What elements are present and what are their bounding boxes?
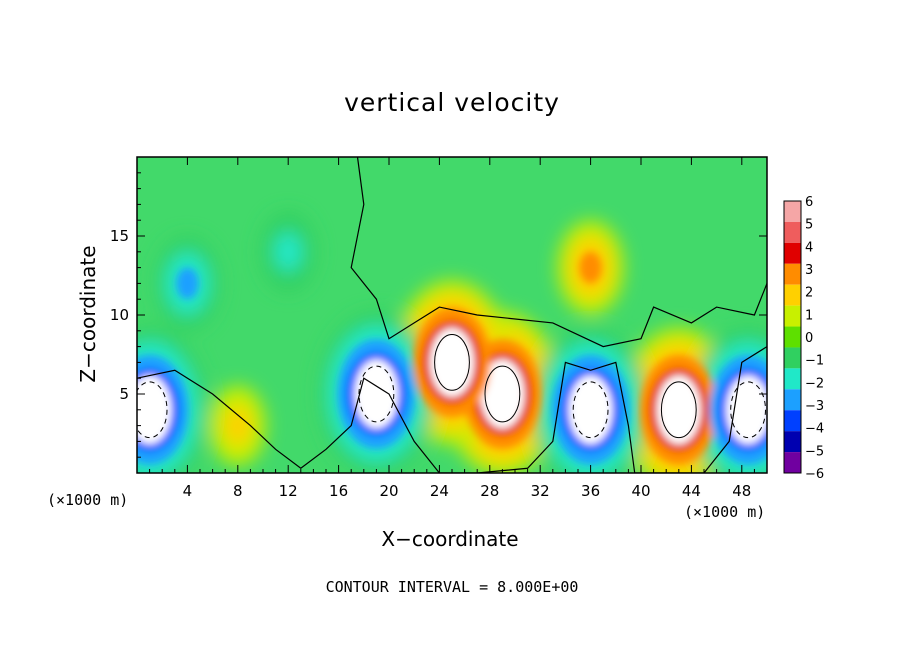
velocity-cell-9-level-3	[579, 251, 602, 284]
x-tick-label: 36	[581, 482, 600, 500]
colorbar-swatch	[784, 326, 801, 348]
velocity-core-2	[429, 327, 475, 397]
colorbar-label: −2	[805, 376, 824, 391]
zero-contour-upper	[350, 157, 767, 348]
y-axis-label: Z−coordinate	[76, 245, 100, 383]
x-unit-label-right: (×1000 m)	[684, 503, 766, 521]
zero-contour	[137, 346, 767, 473]
x-tick-label: 28	[480, 482, 499, 500]
y-tick-label: 5	[119, 385, 129, 403]
colorbar-swatch	[784, 368, 801, 390]
x-axis-label: X−coordinate	[381, 527, 519, 551]
colorbar-label: 1	[805, 308, 813, 323]
plot-area	[137, 157, 767, 473]
x-tick-label: 20	[379, 482, 398, 500]
velocity-cell-10-level-2	[223, 405, 252, 446]
y-axis-ticks: 5 10 15	[110, 172, 767, 458]
contour-interval-note: CONTOUR INTERVAL = 8.000E+00	[325, 578, 579, 596]
colorbar-swatch	[784, 201, 801, 222]
colorbar-label: 0	[805, 331, 813, 346]
x-tick-label: 16	[329, 482, 348, 500]
colorbar-swatch	[784, 347, 801, 369]
velocity-cell-7-level-3	[176, 267, 199, 300]
velocity-core-1	[656, 375, 701, 445]
colorbar-swatch	[784, 242, 801, 264]
colorbar-swatch	[784, 263, 801, 285]
contour-core-4	[358, 365, 395, 423]
velocity-field	[137, 211, 767, 473]
velocity-core-5	[137, 375, 172, 445]
colorbar-swatch	[784, 305, 801, 327]
velocity-cell-8-level-2	[274, 231, 303, 272]
colorbar-label: −6	[805, 467, 824, 482]
x-tick-label: 24	[430, 482, 449, 500]
contour-lines	[137, 157, 767, 473]
colorbar-swatch	[784, 452, 801, 473]
y-tick-label: 15	[110, 227, 129, 245]
velocity-core-3	[568, 375, 613, 445]
colorbar-label: 3	[805, 263, 813, 278]
velocity-core-6	[726, 375, 767, 445]
chart-title: vertical velocity	[344, 88, 560, 117]
colorbar-label: 2	[805, 286, 813, 301]
colorbar-label: −5	[805, 444, 824, 459]
colorbar-label: 6	[805, 195, 813, 210]
colorbar-label: −1	[805, 354, 824, 369]
x-tick-label: 8	[233, 482, 243, 500]
colorbar-label: 5	[805, 218, 813, 233]
x-tick-label: 48	[732, 482, 751, 500]
contour-core-2	[434, 334, 470, 391]
colorbar: 6 5 4 3 2 1 0 −1 −2 −3 −4 −5 −6	[783, 195, 824, 482]
velocity-core-0	[480, 359, 525, 429]
colorbar-swatch	[784, 431, 801, 453]
contour-core-3	[572, 381, 609, 439]
x-tick-label: 40	[631, 482, 650, 500]
colorbar-label: 4	[805, 240, 813, 255]
x-unit-label-left: (×1000 m)	[47, 491, 129, 509]
x-tick-label: 32	[531, 482, 550, 500]
colorbar-label: −3	[805, 399, 824, 414]
colorbar-swatch	[784, 221, 801, 243]
x-axis-ticks: 4 8 12 16 20 24 28 32 36 40 44 48	[149, 157, 755, 500]
contour-core-0	[484, 365, 521, 423]
colorbar-swatch	[784, 410, 801, 432]
contour-core-1	[660, 381, 697, 439]
colorbar-frame	[783, 200, 802, 474]
x-tick-label: 12	[279, 482, 298, 500]
colorbar-label: −4	[805, 422, 824, 437]
colorbar-swatch	[784, 389, 801, 411]
contour-core-6	[730, 381, 766, 439]
velocity-core-4	[354, 359, 399, 429]
x-tick-label: 4	[183, 482, 193, 500]
y-tick-label: 10	[110, 306, 129, 324]
colorbar-swatch	[784, 284, 801, 306]
x-tick-label: 44	[682, 482, 701, 500]
contour-core-5	[137, 381, 168, 439]
